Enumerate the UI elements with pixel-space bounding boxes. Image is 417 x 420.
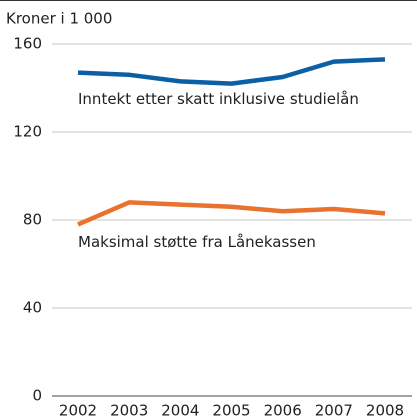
- y-tick-label: 160: [13, 35, 42, 53]
- series-line: [77, 57, 386, 86]
- x-tick-label: 2008: [366, 402, 404, 420]
- x-tick-label: 2006: [264, 402, 302, 420]
- y-tick-label: 0: [32, 387, 42, 405]
- x-tick-label: 2003: [110, 402, 148, 420]
- y-tick-label: 80: [23, 211, 42, 229]
- x-tick-label: 2005: [212, 402, 250, 420]
- series-line: [77, 200, 386, 227]
- y-tick-label: 120: [13, 123, 42, 141]
- x-tick-label: 2002: [59, 402, 97, 420]
- x-tick-label: 2004: [161, 402, 199, 420]
- y-tick-label: 40: [23, 299, 42, 317]
- x-tick-label: 2007: [315, 402, 353, 420]
- series-label: Maksimal støtte fra Lånekassen: [78, 233, 316, 251]
- y-axis-label: Kroner i 1 000: [6, 10, 112, 28]
- series-label: Inntekt etter skatt inklusive studielån: [78, 90, 359, 108]
